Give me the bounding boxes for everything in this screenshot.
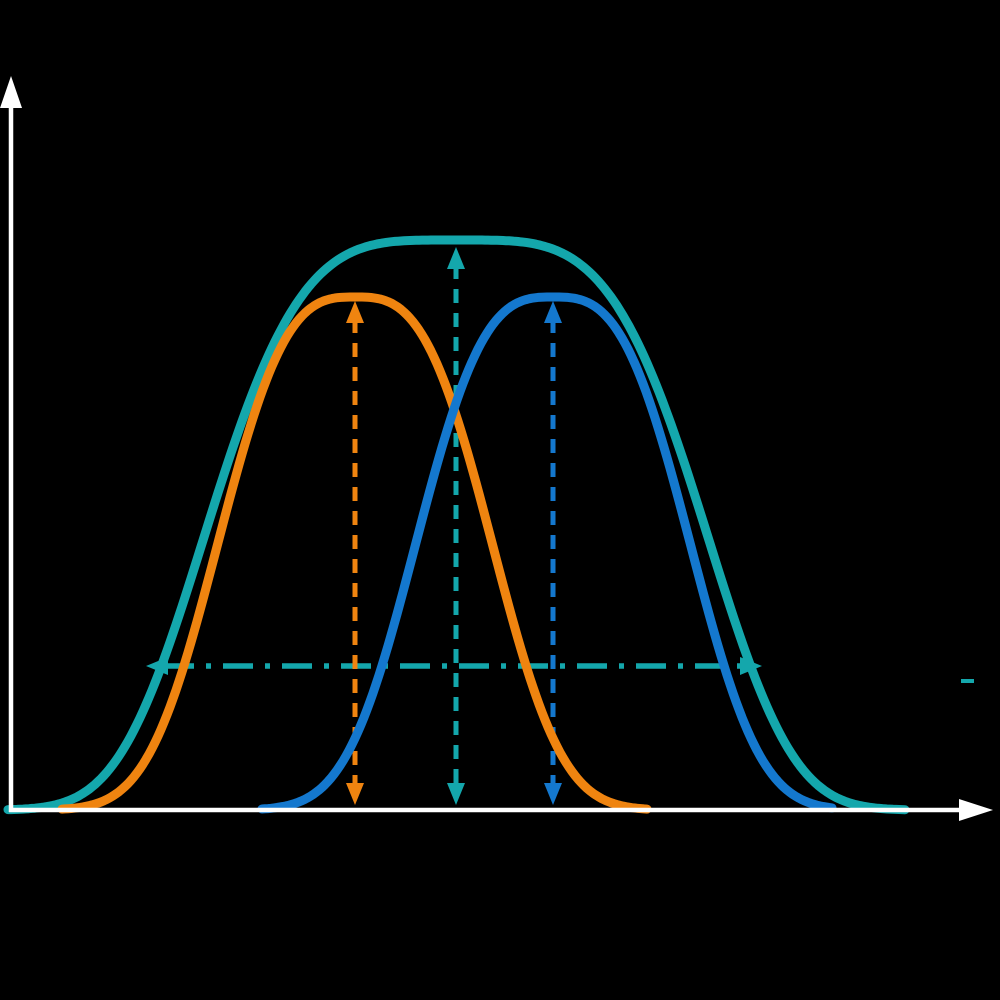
blue-bell-curve <box>257 292 837 814</box>
wide-teal-bell-curve <box>3 235 910 815</box>
blue-peak-height-arrow-bottom-arrowhead-icon <box>544 783 562 805</box>
blue-peak-height-arrow-top-arrowhead-icon <box>544 301 562 323</box>
teal-peak-height-arrow-bottom-arrowhead-icon <box>447 783 465 805</box>
x-axis-arrowhead-icon <box>959 799 993 821</box>
orange-bell-curve <box>57 292 652 814</box>
orange-peak-height-arrow-bottom-arrowhead-icon <box>346 783 364 805</box>
teal-peak-height-arrow-top-arrowhead-icon <box>447 247 465 269</box>
legend-dash <box>961 679 974 683</box>
y-axis-arrowhead-icon <box>0 76 22 108</box>
orange-peak-height-arrow-top-arrowhead-icon <box>346 301 364 323</box>
